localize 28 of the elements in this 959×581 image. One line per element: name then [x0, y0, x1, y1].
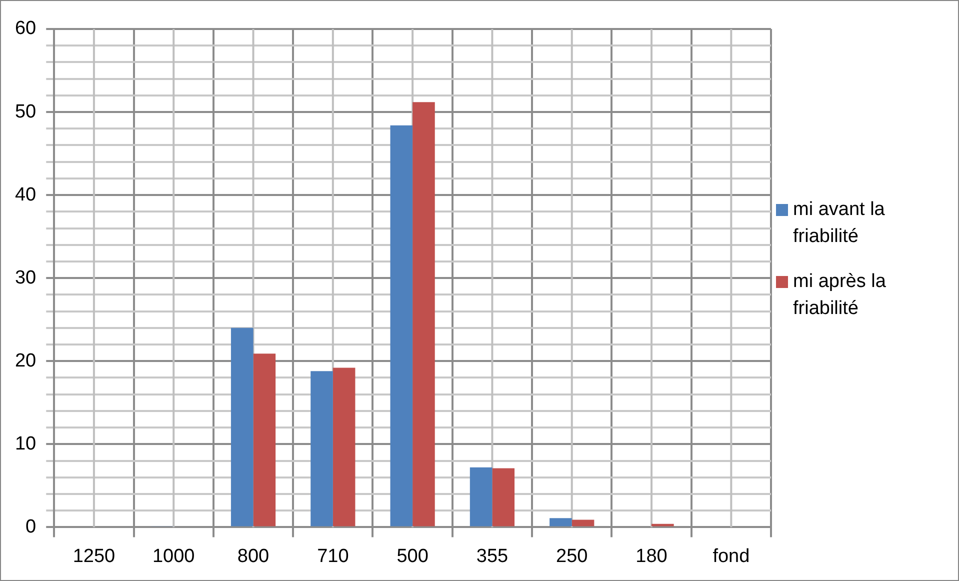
y-tick-label: 40	[14, 184, 36, 206]
x-tick-label: 800	[237, 546, 270, 567]
x-tick-label: 710	[317, 546, 349, 567]
bar	[492, 468, 515, 526]
bar	[230, 328, 254, 526]
x-tick-label: 250	[556, 546, 588, 567]
bar	[572, 520, 594, 526]
bar	[390, 125, 413, 526]
x-tick-label: 180	[636, 546, 668, 567]
x-tick-label: 355	[476, 546, 508, 567]
bar	[253, 354, 276, 526]
bar	[310, 371, 333, 526]
legend-label: mi avant la friabilité	[793, 198, 886, 249]
y-tick-label: 50	[14, 101, 36, 122]
bar	[412, 102, 435, 526]
legend-label: mi après la friabilité	[793, 270, 887, 321]
x-tick-label: 1000	[152, 546, 195, 567]
y-tick-label: 10	[14, 433, 36, 454]
y-tick-label: 20	[14, 350, 36, 372]
x-tick-label: 500	[396, 546, 428, 567]
bar	[470, 467, 492, 526]
bar	[332, 368, 356, 526]
y-tick-label: 30	[14, 267, 36, 288]
x-tick-label: fond	[712, 546, 750, 567]
y-tick-label: 60	[14, 18, 36, 40]
x-tick-label: 1250	[72, 546, 116, 567]
y-tick-label: 0	[26, 516, 36, 538]
bar	[550, 518, 572, 526]
